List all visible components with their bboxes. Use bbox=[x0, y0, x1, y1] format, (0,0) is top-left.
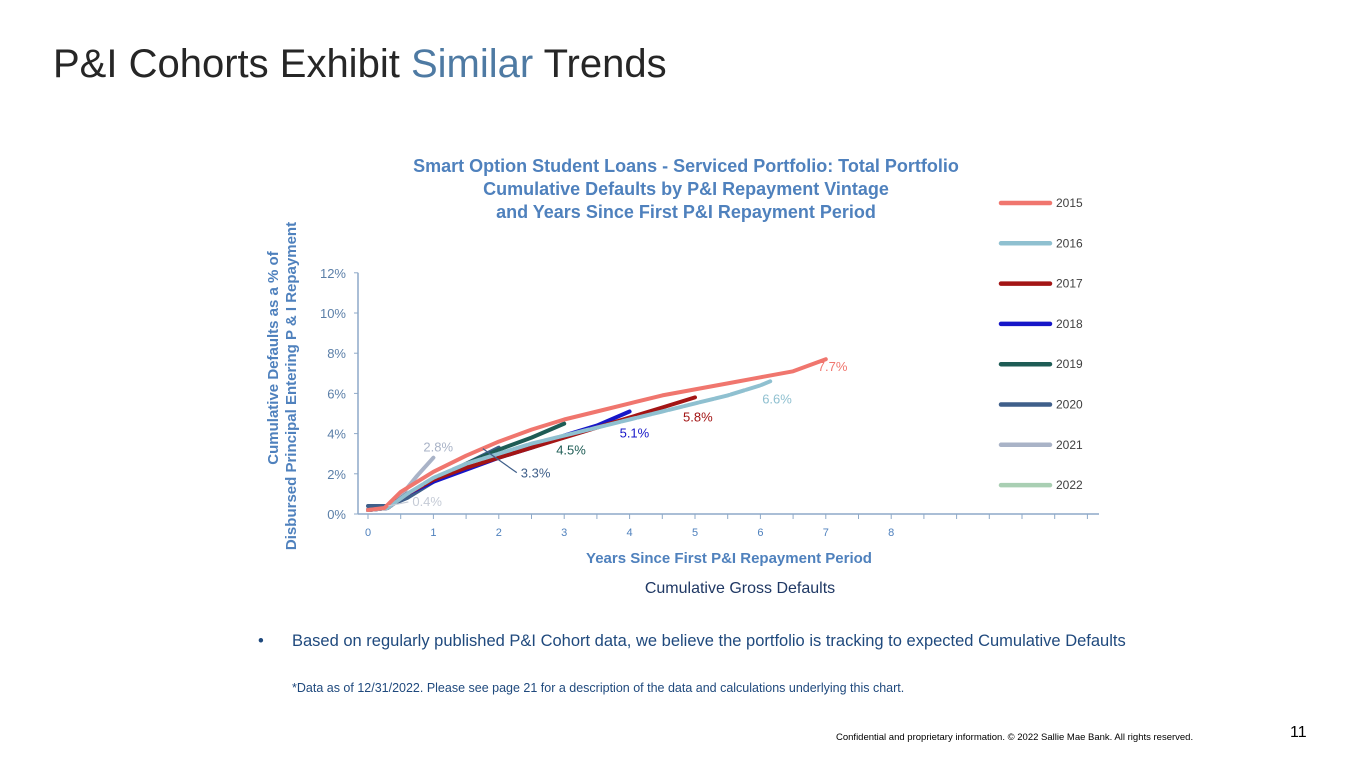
page-number: 11 bbox=[1290, 724, 1307, 741]
slide-title-part-2: Trends bbox=[533, 42, 667, 86]
bullet-marker: • bbox=[258, 632, 264, 650]
series-line-2015 bbox=[366, 357, 828, 512]
y-axis-title-line-1: Cumulative Defaults as a % of bbox=[265, 250, 282, 464]
y-tick-label: 0% bbox=[327, 507, 346, 522]
end-label-2021: 2.8% bbox=[423, 440, 453, 455]
x-tick-label: 1 bbox=[430, 527, 436, 539]
y-tick-label: 12% bbox=[320, 266, 346, 281]
end-label-leader-2020 bbox=[482, 448, 518, 474]
x-tick-label: 8 bbox=[888, 527, 894, 539]
end-label-leader-2022 bbox=[388, 501, 409, 507]
slide-title-accent: Similar bbox=[410, 42, 534, 86]
legend-label-2016: 2016 bbox=[1056, 236, 1083, 250]
y-tick-label: 10% bbox=[320, 306, 346, 321]
x-tick-label: 2 bbox=[496, 527, 502, 539]
bullet-point: • Based on regularly published P&I Cohort… bbox=[258, 632, 1126, 651]
legend-label-2020: 2020 bbox=[1056, 398, 1083, 412]
end-label-2015: 7.7% bbox=[818, 359, 848, 374]
legend-label-2022: 2022 bbox=[1056, 478, 1083, 492]
y-tick-label: 2% bbox=[327, 467, 346, 482]
chart-title-line-2: Cumulative Defaults by P&I Repayment Vin… bbox=[483, 179, 889, 199]
x-tick-label: 5 bbox=[692, 527, 698, 539]
y-axis-title-line-2: Disbursed Principal Entering P & I Repay… bbox=[283, 222, 300, 550]
footnote: *Data as of 12/31/2022. Please see page … bbox=[292, 681, 905, 695]
chart-title-line-3: and Years Since First P&I Repayment Peri… bbox=[496, 202, 876, 222]
end-label-2017: 5.8% bbox=[683, 409, 713, 424]
end-label-2022: 0.4% bbox=[412, 494, 442, 509]
x-tick-label: 4 bbox=[627, 527, 633, 539]
x-axis-title: Years Since First P&I Repayment Period bbox=[586, 550, 872, 567]
legend-label-2015: 2015 bbox=[1056, 196, 1083, 210]
end-label-2018: 5.1% bbox=[620, 425, 650, 440]
end-label-2016: 6.6% bbox=[762, 391, 792, 406]
legend-label-2021: 2021 bbox=[1056, 438, 1083, 452]
y-tick-label: 6% bbox=[327, 386, 346, 401]
slide-title: P&I Cohorts Exhibit Similar Trends bbox=[53, 42, 667, 87]
confidential-notice: Confidential and proprietary information… bbox=[836, 732, 1194, 743]
series-line-2016 bbox=[366, 379, 773, 512]
bullet-text: Based on regularly published P&I Cohort … bbox=[292, 632, 1126, 650]
end-label-2020: 3.3% bbox=[521, 466, 551, 481]
chart-title-line-1: Smart Option Student Loans - Serviced Po… bbox=[413, 156, 959, 176]
x-tick-label: 6 bbox=[757, 527, 763, 539]
y-tick-label: 8% bbox=[327, 346, 346, 361]
legend-label-2017: 2017 bbox=[1056, 277, 1083, 291]
slide-title-part-1: P&I Cohorts Exhibit bbox=[53, 42, 411, 86]
x-tick-label: 0 bbox=[365, 527, 371, 539]
y-tick-label: 4% bbox=[327, 427, 346, 442]
legend-label-2019: 2019 bbox=[1056, 357, 1083, 371]
end-label-2019: 4.5% bbox=[556, 443, 586, 458]
x-tick-label: 3 bbox=[561, 527, 567, 539]
legend-label-2018: 2018 bbox=[1056, 317, 1083, 331]
x-tick-label: 7 bbox=[823, 527, 829, 539]
chart-caption: Cumulative Gross Defaults bbox=[644, 580, 836, 597]
